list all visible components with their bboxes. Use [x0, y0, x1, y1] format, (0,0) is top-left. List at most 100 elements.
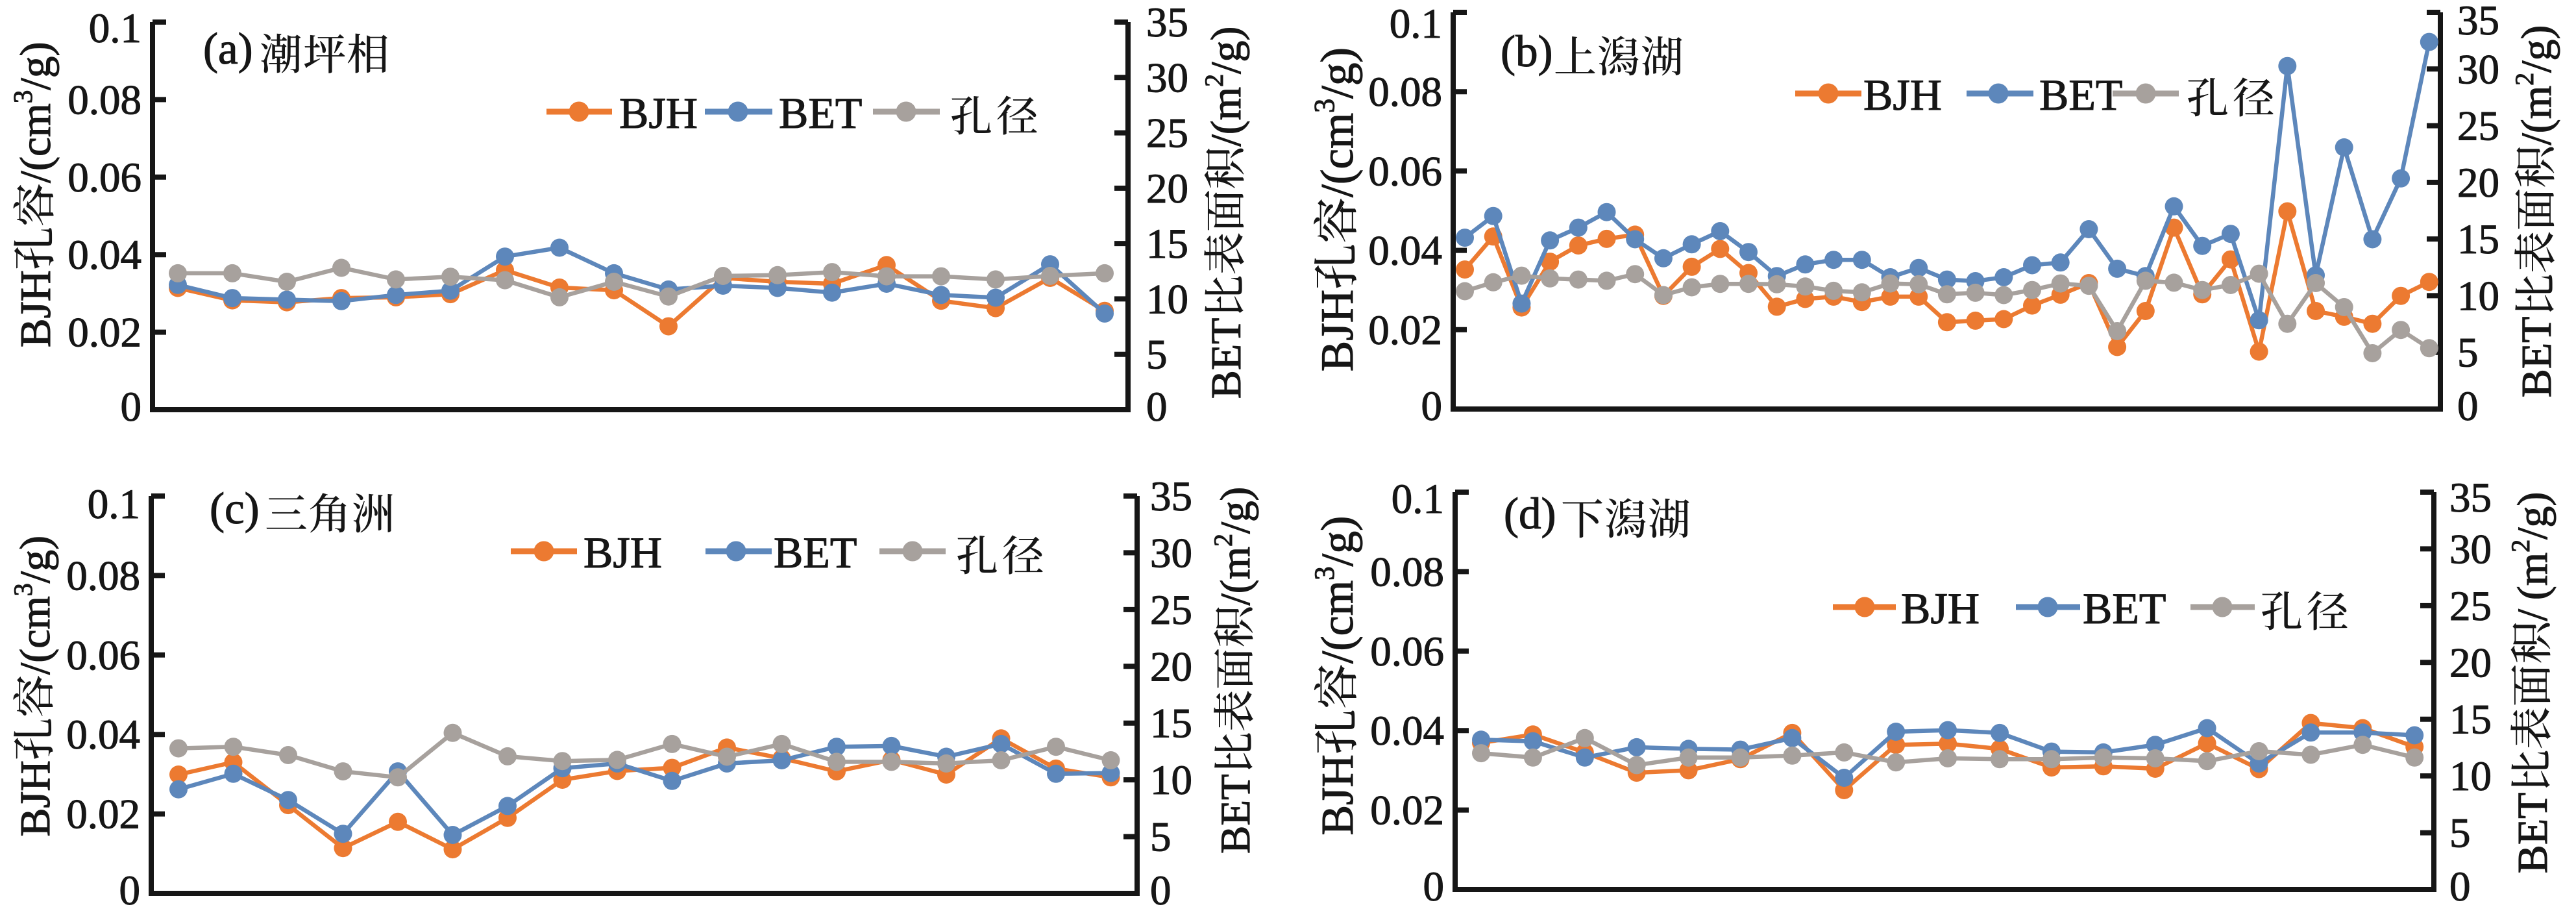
svg-text:35: 35 — [1150, 473, 1192, 520]
svg-text:/(cm: /(cm — [12, 596, 59, 675]
svg-text:0: 0 — [2449, 864, 2471, 910]
svg-text:30: 30 — [2449, 526, 2492, 573]
svg-text:35: 35 — [2449, 475, 2492, 521]
svg-text:0.1: 0.1 — [89, 5, 141, 52]
svg-text:2: 2 — [1199, 74, 1229, 87]
svg-text:0: 0 — [119, 867, 141, 914]
svg-text:0.02: 0.02 — [1368, 307, 1442, 354]
svg-text:0.06: 0.06 — [1370, 628, 1444, 675]
svg-text:10: 10 — [1150, 757, 1192, 804]
svg-text:35: 35 — [2457, 0, 2499, 44]
svg-text:0: 0 — [1421, 383, 1443, 430]
svg-text:/: / — [2509, 609, 2557, 621]
svg-text:0.04: 0.04 — [66, 712, 140, 758]
svg-text:/(cm: /(cm — [12, 103, 60, 183]
svg-text:/g): /g) — [2509, 492, 2557, 540]
svg-text:0.02: 0.02 — [1370, 788, 1444, 834]
svg-text:/(cm: /(cm — [1312, 113, 1363, 197]
svg-text:(m: (m — [2513, 86, 2560, 133]
svg-text:0.02: 0.02 — [67, 310, 141, 356]
svg-text:25: 25 — [2449, 583, 2492, 630]
svg-text:0.1: 0.1 — [1390, 1, 1442, 47]
svg-text:25: 25 — [1150, 587, 1192, 634]
svg-text:/g): /g) — [1312, 47, 1363, 99]
svg-text:BJH: BJH — [12, 270, 60, 347]
svg-text:0.06: 0.06 — [1368, 148, 1442, 195]
svg-text:/g): /g) — [1212, 487, 1259, 534]
svg-text:0.06: 0.06 — [67, 155, 141, 201]
svg-text:0.04: 0.04 — [1368, 228, 1442, 275]
svg-text:/g): /g) — [12, 42, 60, 90]
svg-text:5: 5 — [1150, 814, 1171, 861]
svg-text:3: 3 — [1310, 566, 1340, 580]
svg-text:/g): /g) — [12, 536, 59, 583]
svg-text:/: / — [1212, 593, 1259, 605]
svg-text:(c): (c) — [210, 484, 260, 533]
svg-text:(m: (m — [1203, 87, 1250, 134]
svg-text:0.02: 0.02 — [66, 791, 140, 838]
svg-text:0.1: 0.1 — [88, 481, 140, 528]
svg-text:BET: BET — [2513, 317, 2560, 398]
svg-text:(d): (d) — [1504, 489, 1556, 538]
svg-text:BJH: BJH — [1313, 754, 1363, 835]
svg-text:10: 10 — [2457, 273, 2499, 319]
svg-text:/(cm: /(cm — [1313, 580, 1363, 664]
svg-text:0.08: 0.08 — [1368, 69, 1442, 116]
svg-text:(m: (m — [2509, 553, 2557, 600]
svg-text:0: 0 — [121, 384, 142, 430]
svg-text:BET: BET — [774, 528, 857, 577]
svg-text:BJH: BJH — [1901, 584, 1980, 633]
svg-text:15: 15 — [2449, 697, 2492, 743]
svg-text:BET: BET — [2509, 793, 2557, 874]
svg-text:2: 2 — [1208, 534, 1238, 547]
svg-text:(m: (m — [1212, 547, 1259, 593]
svg-text:30: 30 — [2457, 46, 2499, 93]
svg-text:25: 25 — [2457, 103, 2499, 150]
svg-text:5: 5 — [2457, 330, 2479, 377]
svg-text:2: 2 — [2510, 73, 2539, 86]
svg-text:/: / — [1203, 134, 1250, 147]
svg-text:3: 3 — [1308, 99, 1340, 113]
svg-text:BJH: BJH — [1863, 70, 1942, 119]
svg-text:BJH: BJH — [12, 760, 59, 836]
svg-text:0: 0 — [2457, 383, 2479, 430]
svg-text:BET: BET — [779, 88, 862, 138]
svg-text:0.04: 0.04 — [1370, 708, 1444, 754]
svg-text:3: 3 — [8, 583, 38, 596]
svg-text:/g): /g) — [2513, 25, 2560, 73]
svg-text:0.08: 0.08 — [1370, 549, 1444, 595]
svg-text:30: 30 — [1146, 55, 1188, 101]
svg-text:20: 20 — [1146, 166, 1188, 212]
svg-text:10: 10 — [2449, 753, 2492, 800]
svg-text:0.08: 0.08 — [67, 77, 141, 123]
svg-text:0.08: 0.08 — [66, 553, 140, 599]
svg-text:BET: BET — [1203, 318, 1250, 399]
svg-text:15: 15 — [1150, 701, 1192, 747]
svg-text:35: 35 — [1146, 0, 1188, 46]
svg-text:20: 20 — [2457, 160, 2499, 206]
svg-text:BJH: BJH — [1312, 290, 1363, 371]
svg-text:30: 30 — [1150, 530, 1192, 577]
svg-text:0: 0 — [1150, 867, 1171, 914]
svg-text:3: 3 — [8, 90, 38, 104]
svg-text:BJH: BJH — [583, 528, 662, 577]
svg-text:5: 5 — [1146, 332, 1168, 379]
svg-text:25: 25 — [1146, 110, 1188, 157]
svg-text:20: 20 — [2449, 640, 2492, 686]
svg-text:(b): (b) — [1501, 27, 1552, 76]
svg-text:20: 20 — [1150, 643, 1192, 690]
svg-text:5: 5 — [2449, 810, 2471, 857]
svg-text:BJH: BJH — [619, 88, 698, 138]
svg-text:15: 15 — [1146, 221, 1188, 267]
svg-text:/g): /g) — [1313, 516, 1363, 567]
svg-text:10: 10 — [1146, 276, 1188, 323]
svg-text:15: 15 — [2457, 216, 2499, 263]
svg-text:/g): /g) — [1203, 27, 1250, 74]
svg-text:2: 2 — [2506, 540, 2535, 553]
svg-text:(a): (a) — [203, 24, 253, 73]
svg-text:BET: BET — [2039, 70, 2122, 119]
svg-text:0.04: 0.04 — [67, 232, 141, 279]
svg-text:0.06: 0.06 — [66, 632, 140, 679]
svg-text:BET: BET — [1212, 774, 1259, 854]
svg-text:0: 0 — [1146, 384, 1168, 430]
